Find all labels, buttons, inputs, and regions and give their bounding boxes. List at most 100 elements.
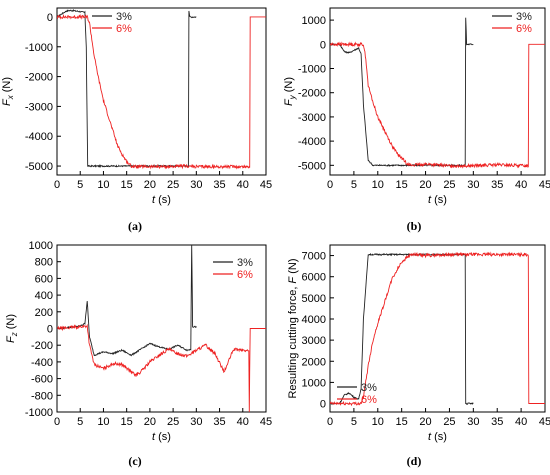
x-tick-label: 10 bbox=[372, 179, 384, 191]
x-tick-label: 5 bbox=[77, 416, 83, 428]
series-layer bbox=[330, 251, 545, 407]
y-tick-label: -1000 bbox=[298, 64, 326, 76]
y-tick-label: 1000 bbox=[302, 377, 326, 389]
y-tick-label: -4000 bbox=[298, 136, 326, 148]
x-tick-label: 20 bbox=[144, 416, 156, 428]
x-tick-label: 30 bbox=[190, 179, 202, 191]
x-tick-label: 25 bbox=[167, 179, 179, 191]
chart-panel-2: 0 5 10 15 20 25 30 35 40 45 1000 800 600 400 200 0 -200 -… bbox=[5, 240, 272, 468]
chart-panel-1: 0 5 10 15 20 25 30 35 40 45 1000 0 -1000 -2000 -3000 -4… bbox=[283, 7, 550, 233]
x-tick-label: 5 bbox=[77, 179, 83, 191]
x-tick-label: 25 bbox=[167, 416, 179, 428]
y-tick-label: 600 bbox=[35, 273, 53, 285]
series-line-0 bbox=[57, 8, 197, 168]
y-tick-label: -5000 bbox=[25, 161, 53, 173]
y-tick-label: 0 bbox=[320, 399, 326, 411]
x-tick-label: 0 bbox=[54, 416, 60, 428]
y-tick-label: 2000 bbox=[302, 356, 326, 368]
x-axis-label: t (s) bbox=[152, 431, 171, 443]
y-tick-label: -2000 bbox=[298, 88, 326, 100]
x-tick-label: 15 bbox=[396, 416, 408, 428]
legend-label: 3% bbox=[237, 257, 253, 269]
y-tick-label: -4000 bbox=[25, 131, 53, 143]
series-line-1 bbox=[330, 41, 545, 169]
chart-panel-0: 0 5 10 15 20 25 30 35 40 45 0 -1000 -2000 -3000 -4000 -… bbox=[1, 7, 272, 233]
plot-frame bbox=[329, 7, 546, 176]
legend-label: 3% bbox=[516, 11, 532, 23]
series-line-0 bbox=[330, 17, 474, 167]
y-tick-label: 3000 bbox=[302, 335, 326, 347]
y-tick-label: 400 bbox=[35, 290, 53, 302]
x-tick-label: 5 bbox=[351, 416, 357, 428]
legend-label: 6% bbox=[116, 23, 132, 35]
x-tick-label: 40 bbox=[237, 179, 249, 191]
x-tick-label: 25 bbox=[443, 416, 455, 428]
x-tick-label: 45 bbox=[539, 179, 550, 191]
x-tick-label: 40 bbox=[515, 416, 527, 428]
panel-label: (c) bbox=[128, 454, 141, 468]
x-tick-label: 15 bbox=[396, 179, 408, 191]
x-tick-label: 35 bbox=[213, 179, 225, 191]
x-tick-label: 10 bbox=[372, 416, 384, 428]
x-axis-label: t (s) bbox=[152, 194, 171, 206]
plot-frame bbox=[56, 7, 267, 176]
legend-label: 6% bbox=[361, 394, 377, 406]
panel-label: (d) bbox=[407, 454, 422, 468]
plot-frame bbox=[56, 244, 267, 413]
x-axis-label: t (s) bbox=[428, 194, 447, 206]
x-tick-label: 35 bbox=[491, 416, 503, 428]
x-tick-label: 45 bbox=[260, 179, 272, 191]
y-tick-label: 800 bbox=[35, 257, 53, 269]
y-tick-label: 200 bbox=[35, 307, 53, 319]
x-tick-label: 35 bbox=[491, 179, 503, 191]
x-tick-label: 10 bbox=[97, 416, 109, 428]
y-tick-label: 0 bbox=[47, 324, 53, 336]
x-tick-label: 30 bbox=[190, 416, 202, 428]
x-tick-label: 5 bbox=[351, 179, 357, 191]
y-tick-label: -5000 bbox=[298, 160, 326, 172]
y-tick-label: 1000 bbox=[29, 240, 53, 252]
y-tick-label: -3000 bbox=[25, 101, 53, 113]
y-tick-label: 0 bbox=[320, 39, 326, 51]
x-tick-label: 20 bbox=[419, 179, 431, 191]
x-tick-label: 0 bbox=[327, 179, 333, 191]
legend-label: 6% bbox=[516, 23, 532, 35]
y-tick-label: -400 bbox=[31, 357, 53, 369]
x-tick-label: 15 bbox=[121, 416, 133, 428]
y-axis-label: Fy (N) bbox=[283, 77, 297, 106]
x-tick-label: 35 bbox=[213, 416, 225, 428]
series-layer bbox=[330, 17, 545, 169]
panel-label: (a) bbox=[128, 219, 142, 233]
y-axis-label: Resulting cutting force, F (N) bbox=[287, 258, 299, 398]
y-tick-label: -1000 bbox=[25, 42, 53, 54]
x-tick-label: 0 bbox=[327, 416, 333, 428]
series-line-0 bbox=[57, 245, 197, 357]
series-layer bbox=[57, 245, 266, 412]
x-tick-label: 30 bbox=[467, 416, 479, 428]
x-tick-label: 20 bbox=[419, 416, 431, 428]
y-tick-label: 5000 bbox=[302, 293, 326, 305]
x-tick-label: 45 bbox=[260, 416, 272, 428]
y-tick-label: -200 bbox=[31, 340, 53, 352]
chart-panel-3: 0 5 10 15 20 25 30 35 40 45 0 1000 2000 3000 4000 5000 6… bbox=[287, 244, 550, 468]
x-tick-label: 45 bbox=[539, 416, 550, 428]
y-tick-label: 4000 bbox=[302, 314, 326, 326]
y-tick-label: -3000 bbox=[298, 112, 326, 124]
x-tick-label: 0 bbox=[54, 179, 60, 191]
y-axis-label: Fx (N) bbox=[1, 77, 15, 106]
y-tick-label: -1000 bbox=[25, 407, 53, 419]
legend-label: 3% bbox=[116, 11, 132, 23]
x-tick-label: 40 bbox=[237, 416, 249, 428]
y-tick-label: 6000 bbox=[302, 272, 326, 284]
y-tick-label: 0 bbox=[47, 12, 53, 24]
panel-label: (b) bbox=[407, 219, 422, 233]
series-line-1 bbox=[57, 13, 266, 170]
plot-frame bbox=[329, 244, 546, 413]
x-tick-label: 30 bbox=[467, 179, 479, 191]
y-tick-label: -2000 bbox=[25, 72, 53, 84]
series-line-1 bbox=[57, 323, 266, 412]
series-line-1 bbox=[330, 251, 545, 407]
x-tick-label: 15 bbox=[121, 179, 133, 191]
x-tick-label: 10 bbox=[97, 179, 109, 191]
